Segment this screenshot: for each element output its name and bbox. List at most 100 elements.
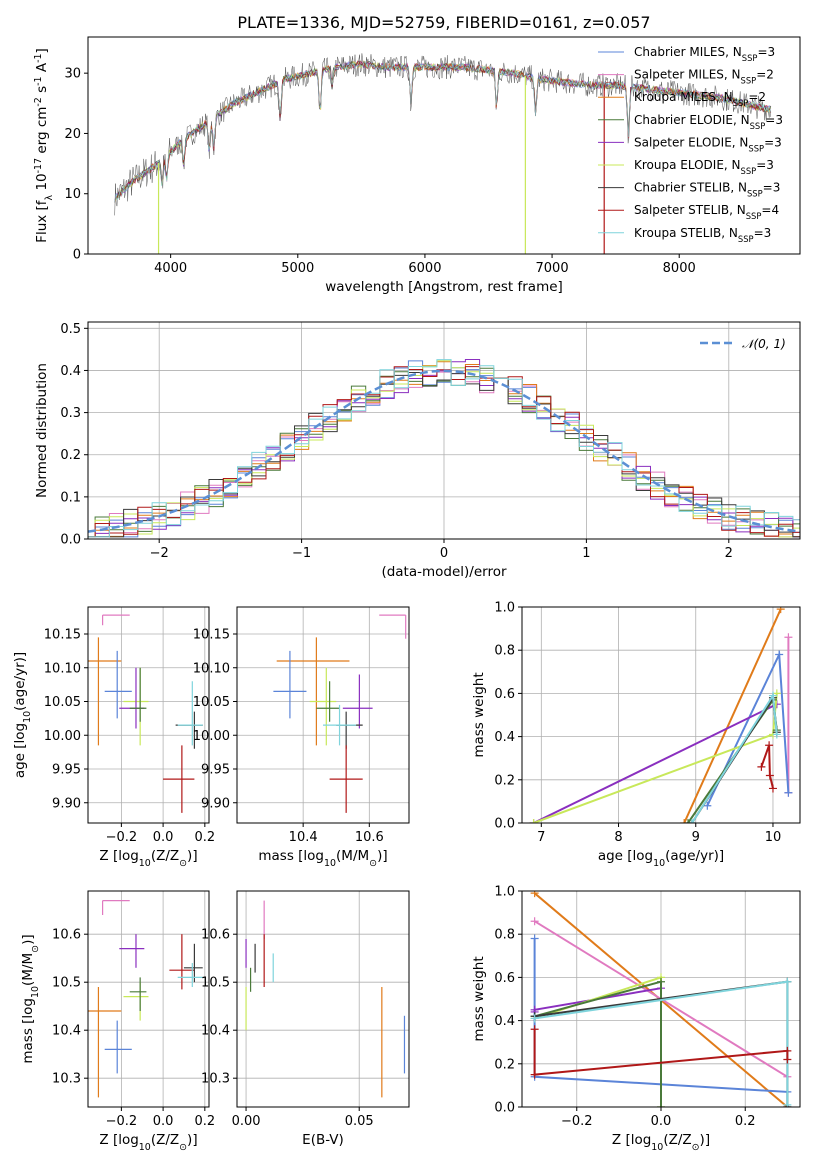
series-line: [533, 1029, 789, 1076]
y-tick-label: 10.5: [201, 976, 230, 991]
legend-label: 𝒩(0, 1): [742, 337, 786, 351]
y-tick-label: 0.8: [494, 644, 515, 659]
x-tick-label: 8: [614, 830, 622, 845]
series-krou_stelib: [687, 691, 781, 823]
series-salp_elodie: [529, 700, 781, 823]
legend: 𝒩(0, 1): [700, 337, 786, 351]
y-tick-label: 0.0: [494, 1101, 515, 1116]
series-krou_elodie: [530, 973, 665, 1107]
y-tick-label: 0.0: [494, 817, 515, 832]
y-tick-label: 10.5: [52, 976, 81, 991]
plot-area: [88, 614, 203, 813]
series-marker: [768, 691, 777, 700]
data-spectrum: [114, 53, 772, 216]
series-marker: [784, 788, 793, 797]
y-tick-label: 30: [64, 67, 81, 82]
mass-weight-vs-metallicity-panel: −0.2 0.0 0.2 0.0 0.2 0.4 0.6 0.8 1.0 Z [log10(Z/Z…: [471, 885, 801, 1153]
y-tick-label: 9.90: [52, 796, 81, 811]
series-line: [534, 980, 662, 1107]
errorbar-salp_elodie: [119, 934, 145, 968]
gaussian-curve: [88, 369, 800, 533]
errorbar-krou_stelib: [177, 963, 203, 987]
y-tick-label: 10.00: [193, 729, 230, 744]
mass-weight-vs-age-panel: 7 8 9 10 0.0 0.2 0.4 0.6 0.8 1.0 age [log10(age/yr…: [471, 601, 801, 869]
y-tick-label: 10.10: [44, 661, 81, 676]
model-spectrum-krou_stelib: [114, 61, 772, 203]
series-marker: [784, 633, 793, 642]
series-marker: [783, 1100, 792, 1107]
series-krou_stelib: [530, 977, 792, 1107]
x-tick-label: 10.4: [289, 830, 318, 845]
series-marker: [657, 1103, 665, 1107]
series-line: [760, 744, 774, 789]
x-tick-label: 0.2: [194, 830, 215, 845]
y-axis-label: mass weight: [471, 672, 487, 757]
errorbar-chab_miles: [104, 650, 132, 719]
series-marker: [783, 1046, 792, 1055]
x-tick-label: 0.0: [651, 1114, 672, 1129]
legend-label: Salpeter STELIB, NSSP=4: [634, 203, 779, 221]
chart-title: PLATE=1336, MJD=52759, FIBERID=0161, z=0…: [237, 13, 650, 32]
x-tick-label: −0.2: [561, 1114, 593, 1129]
legend: Chabrier MILES, NSSP=3 Salpeter MILES, NS…: [598, 45, 783, 244]
errorbar-krou_miles: [88, 637, 122, 746]
y-tick-label: 0.4: [60, 364, 81, 379]
errorbar-salp_stelib: [329, 745, 363, 813]
legend-label: Kroupa MILES, NSSP=2: [634, 90, 766, 108]
age-vs-metallicity-panel: −0.2 0.0 0.2 9.90 9.95 10.00 10.05 10.10 10.15 Z …: [12, 606, 215, 869]
histogram-krou_miles: [88, 361, 800, 538]
axes-frame: [236, 890, 410, 1108]
series-line: [533, 693, 778, 823]
errorbar-krou_elodie: [309, 667, 337, 746]
y-tick-label: 20: [64, 127, 81, 142]
series-line: [683, 608, 782, 823]
errorbar-salp_stelib: [169, 934, 195, 990]
y-tick-label: 0.0: [60, 533, 81, 548]
series-marker: [775, 650, 784, 659]
series-marker: [529, 819, 538, 823]
legend-label: Chabrier MILES, NSSP=3: [634, 45, 775, 63]
age-vs-mass-panel: 10.4 10.6 9.90 9.95 10.00 10.05 10.10 10.15 mass…: [193, 606, 410, 869]
errorbar-chab_stelib: [183, 943, 203, 983]
series-marker: [530, 891, 539, 898]
x-tick-label: −2: [150, 546, 169, 561]
errorbar-salp_miles: [379, 614, 407, 639]
errorbar-chab_miles: [104, 1020, 132, 1074]
x-tick-label: 0.00: [232, 1114, 261, 1129]
x-tick-label: 2: [725, 546, 733, 561]
plot-area: [245, 900, 406, 1098]
legend-label: Salpeter ELODIE, NSSP=3: [634, 135, 782, 153]
y-tick-label: 10.15: [44, 628, 81, 643]
errorbar-chab_stelib: [336, 711, 363, 749]
histogram-chab_stelib: [88, 372, 800, 538]
errorbar-salp_elodie: [342, 674, 373, 729]
y-tick-label: 9.95: [201, 763, 230, 778]
histogram-krou_stelib: [88, 359, 800, 538]
series-salp_stelib: [757, 741, 777, 793]
y-axis-label: Flux [fλ 10-17 erg cm-2 s-1 A-1]: [33, 48, 55, 243]
series-marker: [772, 730, 781, 739]
legend-label: Kroupa STELIB, NSSP=3: [634, 226, 771, 244]
series-krou_miles: [680, 607, 785, 823]
series-chab_miles: [703, 650, 793, 810]
y-tick-label: 10.6: [201, 928, 230, 943]
errorbar-krou_stelib: [323, 704, 357, 746]
errorbar-salp_miles: [102, 899, 130, 915]
x-tick-label: −1: [292, 546, 311, 561]
legend-label: Salpeter MILES, NSSP=2: [634, 68, 774, 86]
plot-area: [530, 891, 792, 1107]
series-marker: [765, 741, 774, 750]
y-tick-label: 0.4: [494, 1014, 515, 1029]
y-tick-label: 10.15: [193, 628, 230, 643]
x-tick-label: 7: [537, 830, 545, 845]
x-axis-label: mass [log10(M/M⊙)]: [258, 848, 387, 869]
histogram-chab_elodie: [88, 367, 800, 538]
axes-frame: [87, 890, 210, 1108]
x-tick-label: 0.2: [194, 1114, 215, 1129]
series-marker: [530, 934, 539, 943]
y-tick-label: 10.05: [193, 695, 230, 710]
legend-label: Chabrier ELODIE, NSSP=3: [634, 113, 783, 131]
y-tick-label: 0.6: [494, 687, 515, 702]
errorbar-chab_elodie: [129, 977, 147, 1011]
